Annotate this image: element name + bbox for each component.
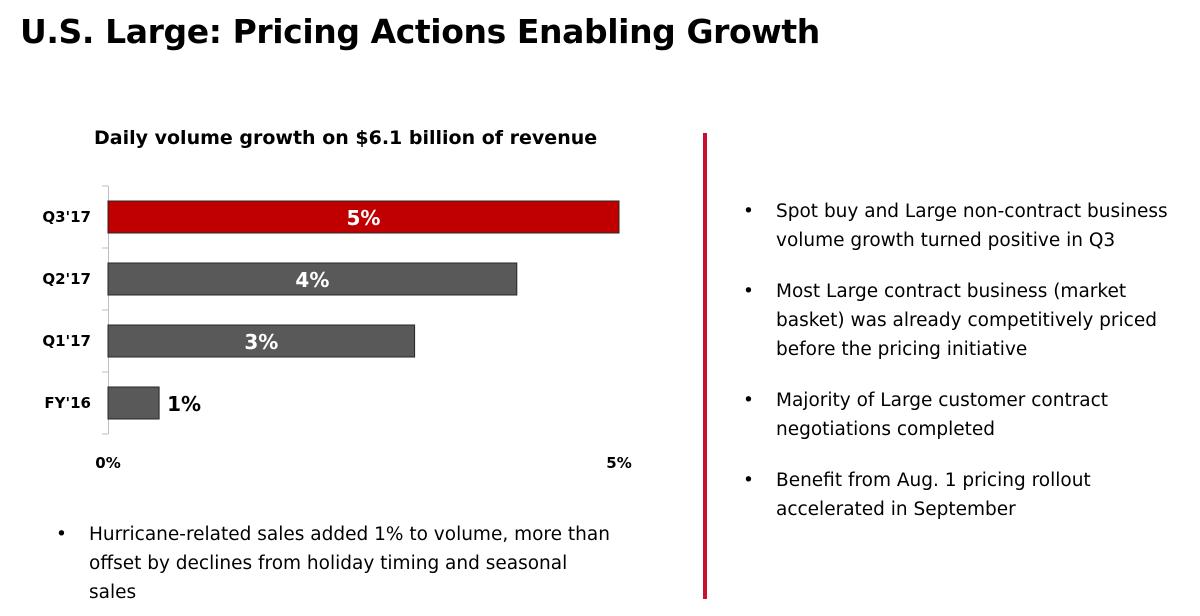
bullet-item: Most Large contract business (market bas… — [743, 277, 1193, 364]
data-label: 3% — [244, 330, 278, 354]
bullet-item: Spot buy and Large non-contract business… — [743, 197, 1193, 255]
category-label: FY'16 — [44, 394, 91, 412]
bottom-bullet-list: Hurricane-related sales added 1% to volu… — [56, 520, 616, 607]
data-label: 5% — [347, 206, 381, 230]
chart-title: Daily volume growth on $6.1 billion of r… — [94, 127, 598, 149]
bar — [107, 386, 160, 420]
bar — [107, 262, 518, 296]
bullet-item: Benefit from Aug. 1 pricing rollout acce… — [743, 466, 1193, 524]
category-label: Q2'17 — [42, 270, 91, 288]
vertical-divider — [703, 133, 707, 599]
right-bullet-list: Spot buy and Large non-contract business… — [743, 197, 1193, 546]
x-tick-label: 5% — [606, 454, 631, 472]
bar — [107, 200, 620, 234]
x-tick-label: 0% — [95, 454, 120, 472]
page-title: U.S. Large: Pricing Actions Enabling Gro… — [20, 12, 820, 51]
bar-chart: Q3'17 5% Q2'17 4% Q1'17 3% FY'16 1% 0% 5% — [42, 185, 632, 472]
data-label: 1% — [167, 392, 201, 416]
bullet-item: Majority of Large customer contract nego… — [743, 386, 1193, 444]
category-label: Q1'17 — [42, 332, 91, 350]
bar — [107, 324, 416, 358]
bullet-item: Hurricane-related sales added 1% to volu… — [56, 520, 616, 607]
data-label: 4% — [295, 268, 329, 292]
category-label: Q3'17 — [42, 208, 91, 226]
